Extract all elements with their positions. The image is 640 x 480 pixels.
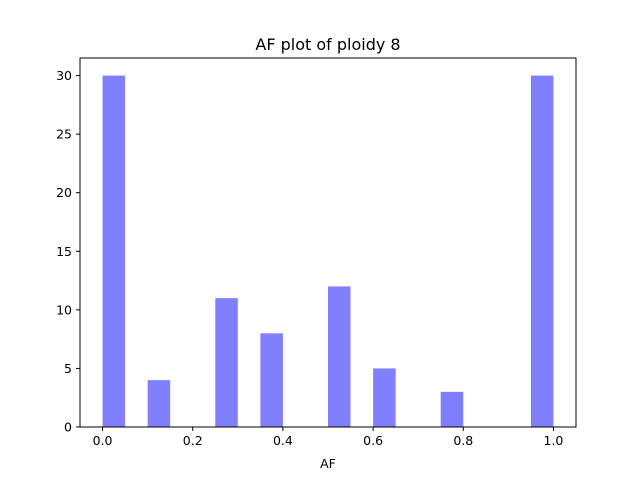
chart-title: AF plot of ploidy 8: [255, 35, 400, 54]
y-tick-label: 15: [56, 244, 72, 259]
x-tick-label: 0.2: [183, 433, 203, 448]
x-tick-label: 0.8: [453, 433, 473, 448]
x-tick-label: 0.4: [273, 433, 293, 448]
histogram-bar-1: [147, 380, 171, 427]
histogram-bar-3: [260, 333, 283, 427]
x-tick-label: 0.6: [363, 433, 383, 448]
y-tick-label: 25: [56, 127, 72, 142]
histogram-bar-5: [373, 368, 396, 427]
y-tick-label: 5: [64, 361, 72, 376]
x-axis-ticks: 0.0 0.2 0.4 0.6 0.8 1.0: [93, 427, 564, 448]
bars-group: [102, 75, 554, 428]
x-tick-label: 0.0: [93, 433, 113, 448]
x-axis-label: AF: [320, 456, 336, 471]
y-tick-label: 30: [56, 68, 72, 83]
y-axis-ticks: 0 5 10 15 20 25 30: [56, 68, 80, 435]
y-tick-label: 0: [64, 420, 72, 435]
plot-frame: [79, 57, 577, 428]
histogram-bar-7: [530, 75, 554, 428]
y-tick-label: 10: [56, 302, 72, 317]
histogram-bar-2: [215, 298, 238, 427]
histogram-bar-6: [440, 391, 464, 427]
histogram-bar-0: [102, 75, 126, 428]
y-tick-label: 20: [56, 185, 72, 200]
x-tick-label: 1.0: [544, 433, 564, 448]
histogram-bar-4: [328, 286, 351, 427]
